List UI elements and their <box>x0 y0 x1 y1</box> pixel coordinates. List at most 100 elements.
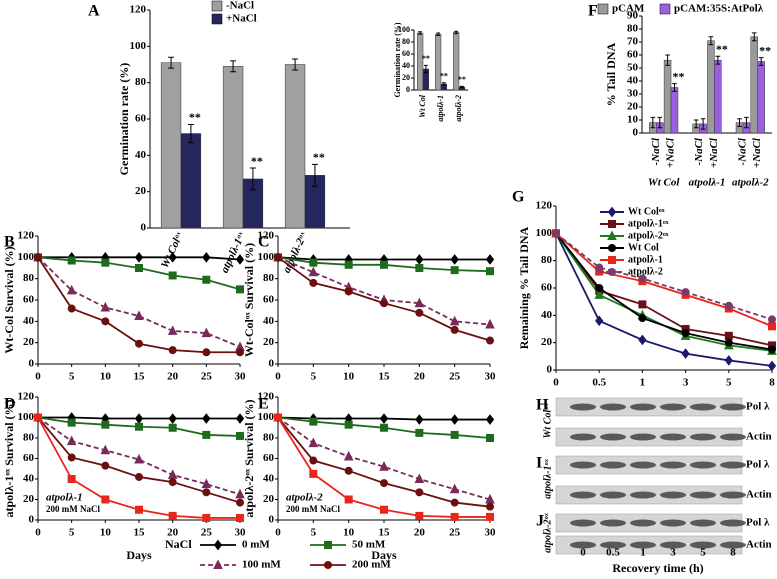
significance-label: ** <box>251 154 263 168</box>
marker <box>415 308 424 317</box>
bar <box>670 87 679 134</box>
legend-label: atpolλ-2ᵒˣ <box>628 230 669 241</box>
marker <box>415 254 424 265</box>
marker <box>379 413 389 424</box>
marker <box>608 256 616 264</box>
blot-band <box>660 541 686 549</box>
x-tick-label: -NaCl <box>736 137 748 165</box>
blot-band <box>720 403 746 411</box>
panel-label: A <box>88 3 100 20</box>
x-tick-label: -NaCl <box>693 137 705 165</box>
x-tick-label: 25 <box>201 371 213 383</box>
y-tick-label: 20 <box>263 493 275 505</box>
marker <box>134 453 144 464</box>
bar <box>160 62 182 229</box>
marker <box>380 479 388 488</box>
marker <box>101 420 110 429</box>
marker <box>415 428 424 437</box>
x-tick-label: 10 <box>343 371 355 383</box>
error-bar <box>693 119 699 129</box>
marker <box>202 513 211 522</box>
y-tick-label: 0 <box>633 127 639 139</box>
y-tick-label: 20 <box>135 185 147 197</box>
marker <box>638 274 647 283</box>
blot-band <box>630 491 656 499</box>
blot-band <box>690 541 716 549</box>
blot-band <box>630 461 656 469</box>
marker <box>607 230 617 240</box>
legend-label: 100 mM <box>242 559 281 571</box>
x-tick-label: 20 <box>414 371 426 383</box>
significance-label: ** <box>313 150 325 164</box>
y-tick-label: 20 <box>541 336 553 348</box>
marker <box>202 430 211 439</box>
marker <box>274 413 282 422</box>
y-tick-label: 20 <box>263 336 275 348</box>
x-tick-label: 10 <box>100 371 112 383</box>
marker <box>309 417 318 426</box>
marker <box>486 267 494 276</box>
bar <box>222 66 244 229</box>
y-tick-label: 100 <box>18 411 35 423</box>
y-tick-label: 90 <box>627 10 639 22</box>
y-tick-label: 50 <box>627 62 639 74</box>
legend-label: pCAM:35S:AtPolλ <box>674 3 764 15</box>
marker <box>594 289 605 299</box>
y-tick-label: 20 <box>627 101 639 113</box>
marker <box>324 541 332 549</box>
series-line <box>555 232 773 352</box>
legend-swatch <box>211 0 223 12</box>
marker <box>201 327 212 338</box>
bar <box>750 36 758 134</box>
blot-band <box>570 519 596 527</box>
marker <box>135 505 143 514</box>
marker <box>202 488 211 497</box>
blot-band <box>600 519 626 527</box>
marker <box>135 264 143 272</box>
legend-title: NaCl <box>165 537 192 551</box>
marker <box>100 301 111 312</box>
marker <box>768 322 776 331</box>
blot-band <box>690 461 716 469</box>
marker <box>236 285 244 294</box>
marker <box>450 414 459 425</box>
marker <box>308 266 319 277</box>
annotation: 200 mM NaCl <box>46 504 100 514</box>
error-bar <box>672 83 677 92</box>
blot-band <box>660 403 686 411</box>
marker <box>414 473 425 483</box>
marker <box>274 253 282 262</box>
band-label: Pol λ <box>746 401 770 413</box>
blot-band <box>630 403 656 411</box>
y-tick-label: 0 <box>406 85 410 94</box>
marker <box>595 315 604 327</box>
marker <box>485 414 495 425</box>
legend-label: atpolλ-1 <box>628 254 663 265</box>
y-tick-label: 10 <box>627 114 639 126</box>
marker <box>552 229 560 238</box>
y-axis-label: Wt-Colᵒˣ Survival (%) <box>242 243 256 357</box>
marker <box>236 498 244 507</box>
blot-band <box>600 461 626 469</box>
legend-swatch <box>597 3 609 15</box>
y-axis-label: Germination rate (%) <box>393 22 402 97</box>
group-label: atpolλ-2 <box>732 177 769 189</box>
error-bar <box>441 82 446 86</box>
legend-label: -NaCl <box>226 0 254 12</box>
marker <box>607 206 617 218</box>
x-tick-label: 5 <box>726 377 732 389</box>
x-tick-label: 15 <box>134 527 146 539</box>
y-axis-label: % Tail DNA <box>604 42 618 106</box>
sample-label: atpolλ-1ᵒˣ <box>542 459 553 499</box>
y-tick-label: 0 <box>269 514 275 526</box>
y-tick-label: 120 <box>536 200 553 212</box>
y-tick-label: 120 <box>18 230 35 242</box>
x-axis-label: Recovery time (h) <box>612 561 703 575</box>
marker <box>134 310 144 320</box>
marker <box>681 329 690 338</box>
y-axis-label: Remaining % Tail DNA <box>517 226 531 349</box>
marker <box>202 413 211 424</box>
marker <box>767 360 777 372</box>
marker <box>415 414 424 425</box>
